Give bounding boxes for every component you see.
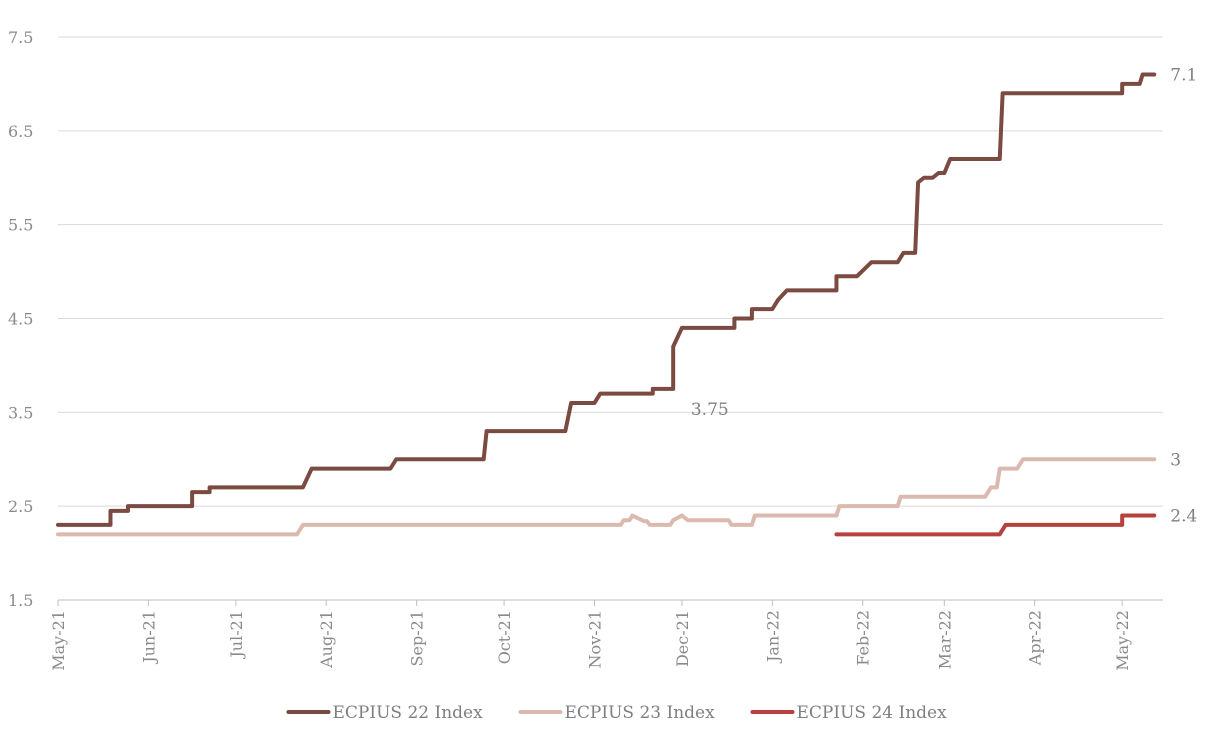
data-label: 7.1: [1170, 66, 1197, 86]
data-label: 2.4: [1170, 507, 1197, 527]
y-tick-label: 6.5: [8, 122, 33, 141]
x-tick-label: Mar-22: [935, 610, 954, 669]
data-label: 3.75: [691, 400, 729, 420]
y-tick-label: 2.5: [8, 497, 33, 516]
x-tick-label: Jul-21: [227, 610, 246, 660]
y-tick-label: 1.5: [8, 591, 33, 610]
x-tick-label: Oct-21: [495, 610, 514, 664]
y-tick-label: 7.5: [8, 28, 33, 47]
x-tick-label: Aug-21: [317, 610, 336, 669]
legend: ECPIUS 22 Index ECPIUS 23 Index ECPIUS 24 …: [286, 703, 948, 723]
x-tick-label: May-21: [49, 610, 68, 671]
data-label: 3: [1170, 450, 1181, 470]
legend-label: ECPIUS 24 Index: [797, 703, 948, 723]
series-line-2: [56, 457, 1157, 537]
x-tick-label: Dec-21: [673, 610, 692, 667]
x-tick-label: May-22: [1113, 610, 1132, 671]
y-axis-tick-labels: 1.5 2.5 3.5 4.5 5.5 6.5 7.5: [8, 28, 33, 610]
legend-label: ECPIUS 23 Index: [565, 703, 716, 723]
y-tick-label: 5.5: [8, 216, 33, 235]
x-tick-label: Sep-21: [408, 610, 427, 666]
x-tick-label: Jun-21: [139, 610, 158, 665]
y-tick-label: 3.5: [8, 403, 33, 422]
gridlines: [58, 36, 1163, 507]
series-line-1: [56, 72, 1157, 527]
series-line-3: [834, 513, 1157, 537]
x-tick-label: Nov-21: [585, 610, 604, 668]
x-tick-label: Apr-22: [1026, 610, 1045, 666]
data-labels: 7.1 3.75 3 2.4: [691, 66, 1197, 527]
legend-label: ECPIUS 22 Index: [333, 703, 484, 723]
x-axis: May-21 Jun-21 Jul-21 Aug-21 Sep-21 Oct-21 Nov-…: [49, 599, 1163, 671]
x-tick-label: Jan-22: [763, 610, 782, 664]
y-tick-label: 4.5: [8, 310, 33, 329]
series-lines: [56, 72, 1157, 537]
x-tick-label: Feb-22: [854, 610, 873, 666]
